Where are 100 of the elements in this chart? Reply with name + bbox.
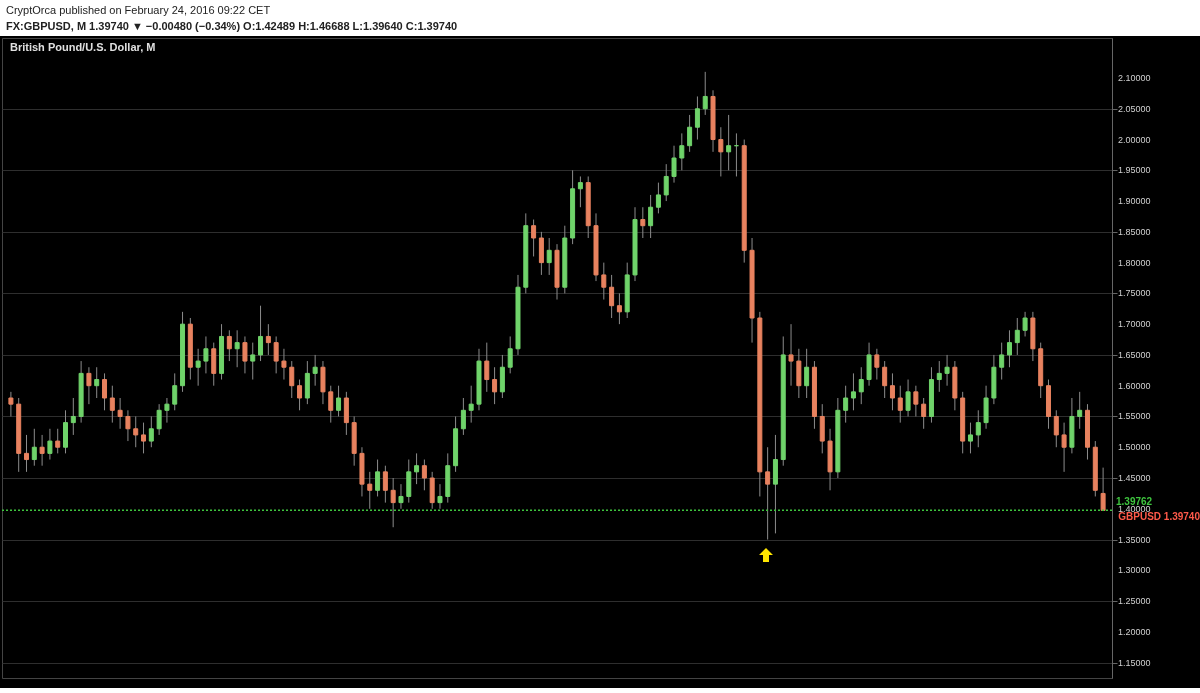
candlestick xyxy=(1053,409,1059,448)
y-tick-label: 1.50000 xyxy=(1118,442,1151,453)
candlestick xyxy=(492,366,498,405)
chart-subtitle: FX:GBPUSD, M 1.39740 ▼ −0.00480 (−0.34%) O:1.42489 H:1.46688 L:1.39640 C:1.39740 xyxy=(6,19,459,34)
candlestick xyxy=(936,360,942,393)
candlestick xyxy=(312,354,318,387)
text: GBPUSD 1.39740 xyxy=(1118,511,1200,523)
candlestick xyxy=(609,274,615,319)
candlestick xyxy=(718,126,724,177)
candlestick xyxy=(265,323,271,356)
candlestick xyxy=(850,372,856,411)
candlestick xyxy=(843,385,849,424)
candlestick xyxy=(226,329,232,362)
candlestick xyxy=(804,348,810,399)
candlestick xyxy=(141,422,147,454)
candlestick xyxy=(484,342,490,393)
candlestick xyxy=(460,397,466,436)
candlestick xyxy=(1022,311,1028,337)
candlestick xyxy=(375,459,381,497)
candlestick xyxy=(421,459,427,491)
candlestick xyxy=(913,385,919,417)
candlestick xyxy=(336,385,342,417)
y-tick-label: 1.75000 xyxy=(1118,288,1151,299)
candlestick xyxy=(1014,317,1020,356)
candlestick xyxy=(367,471,373,510)
candlestick xyxy=(468,385,474,424)
candlestick xyxy=(546,237,552,276)
y-tick-label: 1.15000 xyxy=(1118,657,1151,668)
candlestick xyxy=(1006,329,1012,368)
candlestick xyxy=(8,391,14,417)
candlestick xyxy=(616,292,622,325)
candlestick xyxy=(156,403,162,436)
candlestick xyxy=(905,379,911,417)
candlestick xyxy=(273,335,279,374)
candlestick xyxy=(999,342,1005,381)
candlestick xyxy=(1100,467,1106,512)
y-tick-label: 2.00000 xyxy=(1118,134,1151,145)
candlestick xyxy=(24,434,29,473)
candlestick xyxy=(1077,391,1083,430)
y-tick-label: 1.80000 xyxy=(1118,257,1151,268)
candlestick xyxy=(47,428,53,461)
y-tick-label: 1.35000 xyxy=(1118,534,1151,545)
y-tick-label: 1.25000 xyxy=(1118,596,1151,607)
candlestick xyxy=(39,434,45,467)
candlestick xyxy=(788,323,794,387)
y-tick-label: 2.10000 xyxy=(1118,73,1151,83)
candlestick xyxy=(70,397,76,436)
candlestick xyxy=(328,385,334,424)
y-tick-label: 1.95000 xyxy=(1118,165,1151,176)
candlestick xyxy=(398,483,404,510)
candlestick xyxy=(921,397,927,430)
candlestick xyxy=(250,342,256,381)
candlestick xyxy=(31,428,37,467)
y-tick-label: 1.60000 xyxy=(1118,380,1151,391)
candlestick xyxy=(437,483,443,510)
text: CryptOrca published on February 24, 2016 09:22 CET xyxy=(6,3,272,18)
candlestick xyxy=(889,372,895,411)
y-tick-label: 1.30000 xyxy=(1118,565,1151,576)
candlestick xyxy=(655,182,661,214)
y-tick-label: 1.55000 xyxy=(1118,411,1151,422)
candlestick xyxy=(874,348,880,381)
candlestick xyxy=(55,428,61,454)
candlestick xyxy=(944,354,950,387)
y-tick-label: 1.90000 xyxy=(1118,196,1151,207)
y-tick-label: 1.65000 xyxy=(1118,349,1151,360)
candlestick xyxy=(133,415,139,448)
candlestick xyxy=(702,71,708,116)
candlestick xyxy=(117,397,123,430)
candlestick xyxy=(640,206,646,239)
candlestick xyxy=(858,366,864,405)
candlestick xyxy=(882,360,888,399)
candlestick xyxy=(975,409,981,448)
candlestick xyxy=(390,477,396,528)
y-tick-label: 1.20000 xyxy=(1118,626,1151,637)
y-tick-label: 1.85000 xyxy=(1118,226,1151,237)
candlestick xyxy=(648,194,654,239)
candlestick xyxy=(164,397,170,424)
candlestick xyxy=(414,452,420,485)
candlestick xyxy=(687,114,693,153)
candlestick xyxy=(258,305,264,362)
y-tick-label: 1.45000 xyxy=(1118,473,1151,483)
candlestick xyxy=(507,335,513,374)
candlestick xyxy=(382,465,388,504)
candlestick xyxy=(601,262,607,301)
candlestick xyxy=(577,175,583,208)
candlestick xyxy=(671,145,677,184)
y-tick-label: 2.05000 xyxy=(1118,103,1151,114)
candlestick xyxy=(297,379,303,411)
candlestick xyxy=(203,335,209,374)
candlestick xyxy=(663,163,669,202)
candlestick xyxy=(289,360,295,399)
candlestick xyxy=(102,372,108,411)
candlestick xyxy=(86,366,92,405)
candlestick xyxy=(172,372,178,411)
candlestick xyxy=(1061,422,1067,473)
candlestick xyxy=(242,335,248,374)
candlestick xyxy=(94,366,100,399)
candlestick xyxy=(726,114,732,171)
candlestick xyxy=(765,446,771,541)
candlestick xyxy=(125,409,131,442)
